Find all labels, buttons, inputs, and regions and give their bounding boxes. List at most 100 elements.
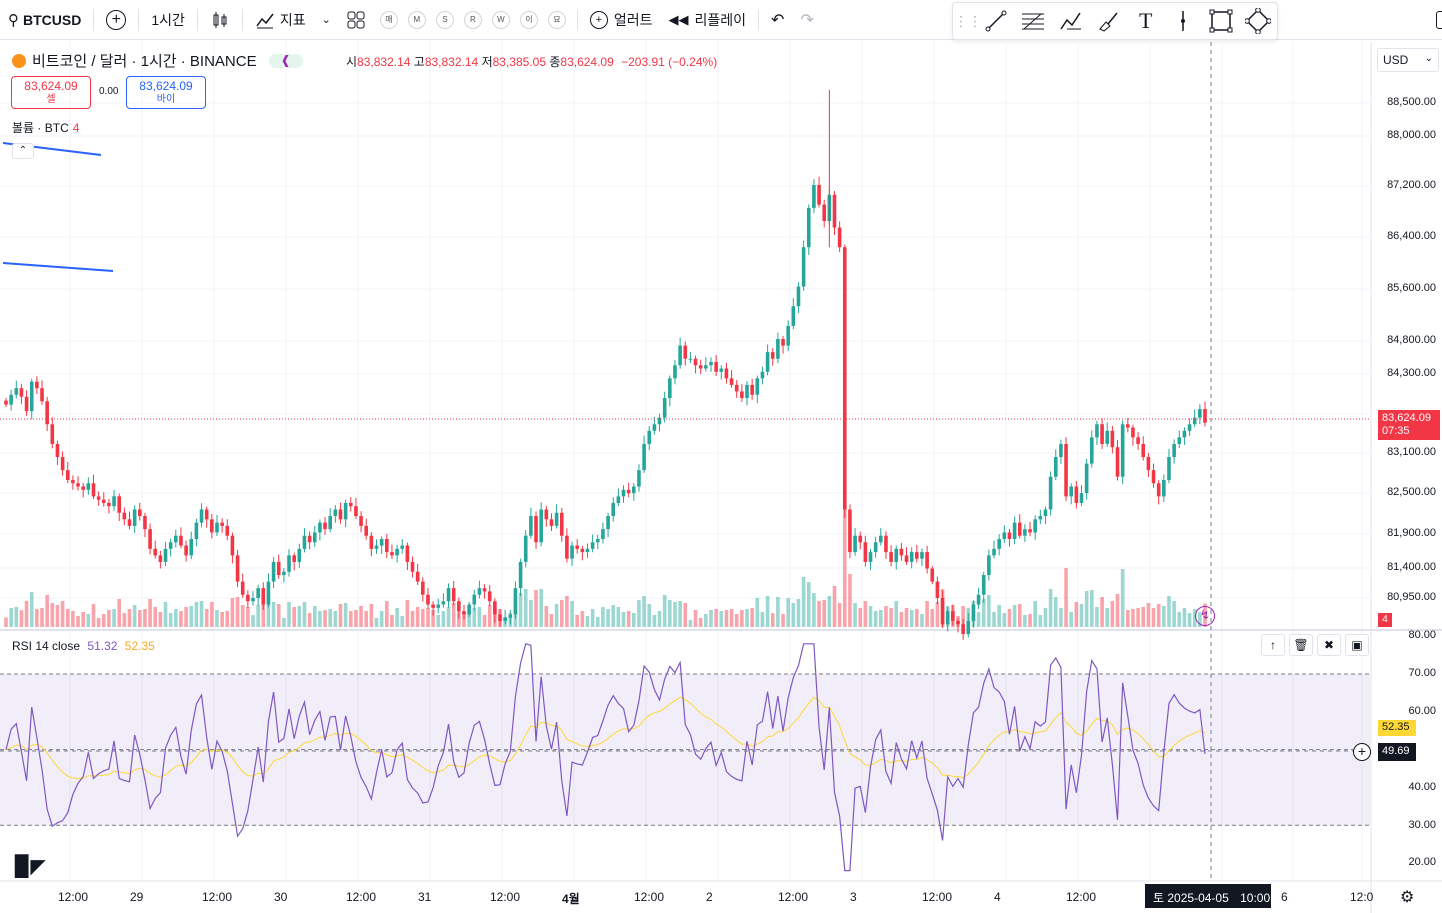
currency-select[interactable]: USD ⌄ [1377,48,1439,72]
candle-body [534,516,538,543]
fullscreen-button[interactable] [1428,0,1442,40]
fib-tool[interactable] [1015,3,1053,39]
candle-body [436,604,441,608]
rectangle-tool[interactable] [1202,3,1240,39]
volume-bar [158,612,163,627]
candle-body [256,588,260,598]
candle-body [431,604,435,608]
candle-body [204,509,209,520]
flash-icon[interactable]: ↯ [1195,606,1215,626]
pattern-tool[interactable] [1052,3,1090,39]
volume-bar [400,616,405,627]
volume-bar [997,605,1001,627]
quick-interval-1[interactable]: M [407,10,426,29]
time-axis-label: 12:00 [1066,890,1097,904]
compare-button[interactable]: + [98,0,134,40]
candle-body [971,604,976,621]
volume-bar [966,608,971,627]
volume-bar [225,611,230,627]
add-alert-plus-icon[interactable]: + [1353,743,1371,761]
volume-bar [925,601,929,627]
drag-handle[interactable]: ⋮⋮ [954,12,982,29]
candle-body [251,598,255,602]
candle-body [668,378,672,399]
candle-body [400,545,405,549]
collapse-legend-button[interactable]: ⌃ [12,143,34,159]
measure-tool[interactable] [1165,3,1203,39]
volume-bar [1089,590,1094,627]
volume-bar [704,614,708,627]
volume-bar [487,605,492,627]
market-status-pill[interactable]: ❰ [268,53,303,68]
arrow-up-icon: ↑ [1270,638,1276,652]
price-chart[interactable] [0,41,1442,913]
indicators-button[interactable]: 지표 [247,0,314,40]
quick-interval-3[interactable]: R [463,10,482,29]
volume-bar [1002,613,1007,627]
candle-body [745,384,749,399]
volume-bar [503,617,507,627]
volume-bar [781,614,785,627]
candle-body [611,502,616,517]
candle-body [153,548,158,556]
interval-button[interactable]: 1시간 [151,11,185,28]
candle-body [806,207,811,248]
trend-line-tool[interactable] [977,3,1015,39]
text-icon: T [1139,8,1153,33]
rsi-axis-label: 80.00 [1408,629,1436,641]
open-label: 시 [346,55,358,69]
candle-body [1069,486,1074,497]
alert-button[interactable]: + 얼러트 [582,0,661,40]
replay-button[interactable]: ◀◀ 리플레이 [661,0,755,40]
candle-body [1100,424,1104,444]
candle-body [1002,532,1007,539]
layout-button[interactable] [339,0,373,40]
candle-body [55,443,60,458]
sell-label: 셀 [46,94,56,105]
volume-bar [143,609,147,627]
text-tool[interactable]: T [1127,3,1165,39]
volume-bar [544,606,549,627]
quick-interval-0[interactable]: 매 [379,10,398,29]
volume-bar [987,595,991,627]
candle-body [1136,437,1140,444]
redo-button[interactable]: ↷ [792,0,821,40]
candle-body [858,535,863,543]
candle-body [282,571,286,576]
symbol-search[interactable]: ⚲ BTCUSD [0,0,89,40]
maximize-pane-button[interactable]: ▣ [1345,634,1369,656]
volume-bar [410,611,415,627]
undo-button[interactable]: ↶ [763,0,792,40]
collapse-pane-button[interactable]: ✖ [1317,634,1341,656]
candle-body [184,545,188,556]
shape-tool[interactable] [1240,3,1278,39]
candle-body [446,588,451,602]
quick-interval-6[interactable]: 묘 [547,10,566,29]
sell-button[interactable]: 83,624.09 셀 [11,76,91,109]
buy-button[interactable]: 83,624.09 바이 [126,76,206,109]
time-axis-label: 4월 [562,892,580,906]
candle-body [410,561,415,572]
indicators-dropdown[interactable]: ⌄ [314,0,339,40]
candle-body [765,352,770,372]
rsi-legend[interactable]: RSI 14 close 51.32 52.35 [12,639,155,653]
candle-body [1151,470,1156,484]
quick-interval-2[interactable]: S [435,10,454,29]
settings-gear-icon[interactable]: ⚙ [1400,889,1415,906]
candle-body [71,479,75,484]
spread-value: 0.00 [99,86,119,97]
volume-legend[interactable]: 볼륨 · BTC 4 [12,119,79,136]
candle-body [626,489,631,494]
brush-tool[interactable] [1090,3,1128,39]
last-price: 83,624.09 [1382,412,1431,424]
volume-bar [1023,615,1027,627]
move-pane-up-button[interactable]: ↑ [1261,634,1285,656]
quick-interval-5[interactable]: 이 [519,10,538,29]
symbol-legend[interactable]: 비트코인 / 달러 · 1시간 · BINANCE ❰ [12,50,303,71]
chevron-up-icon: ⌃ [18,145,28,156]
delete-pane-button[interactable]: 🗑 [1289,634,1313,656]
chart-type-button[interactable] [202,0,238,40]
candle-body [390,552,394,556]
candle-body [307,535,312,543]
quick-interval-4[interactable]: W [491,10,510,29]
